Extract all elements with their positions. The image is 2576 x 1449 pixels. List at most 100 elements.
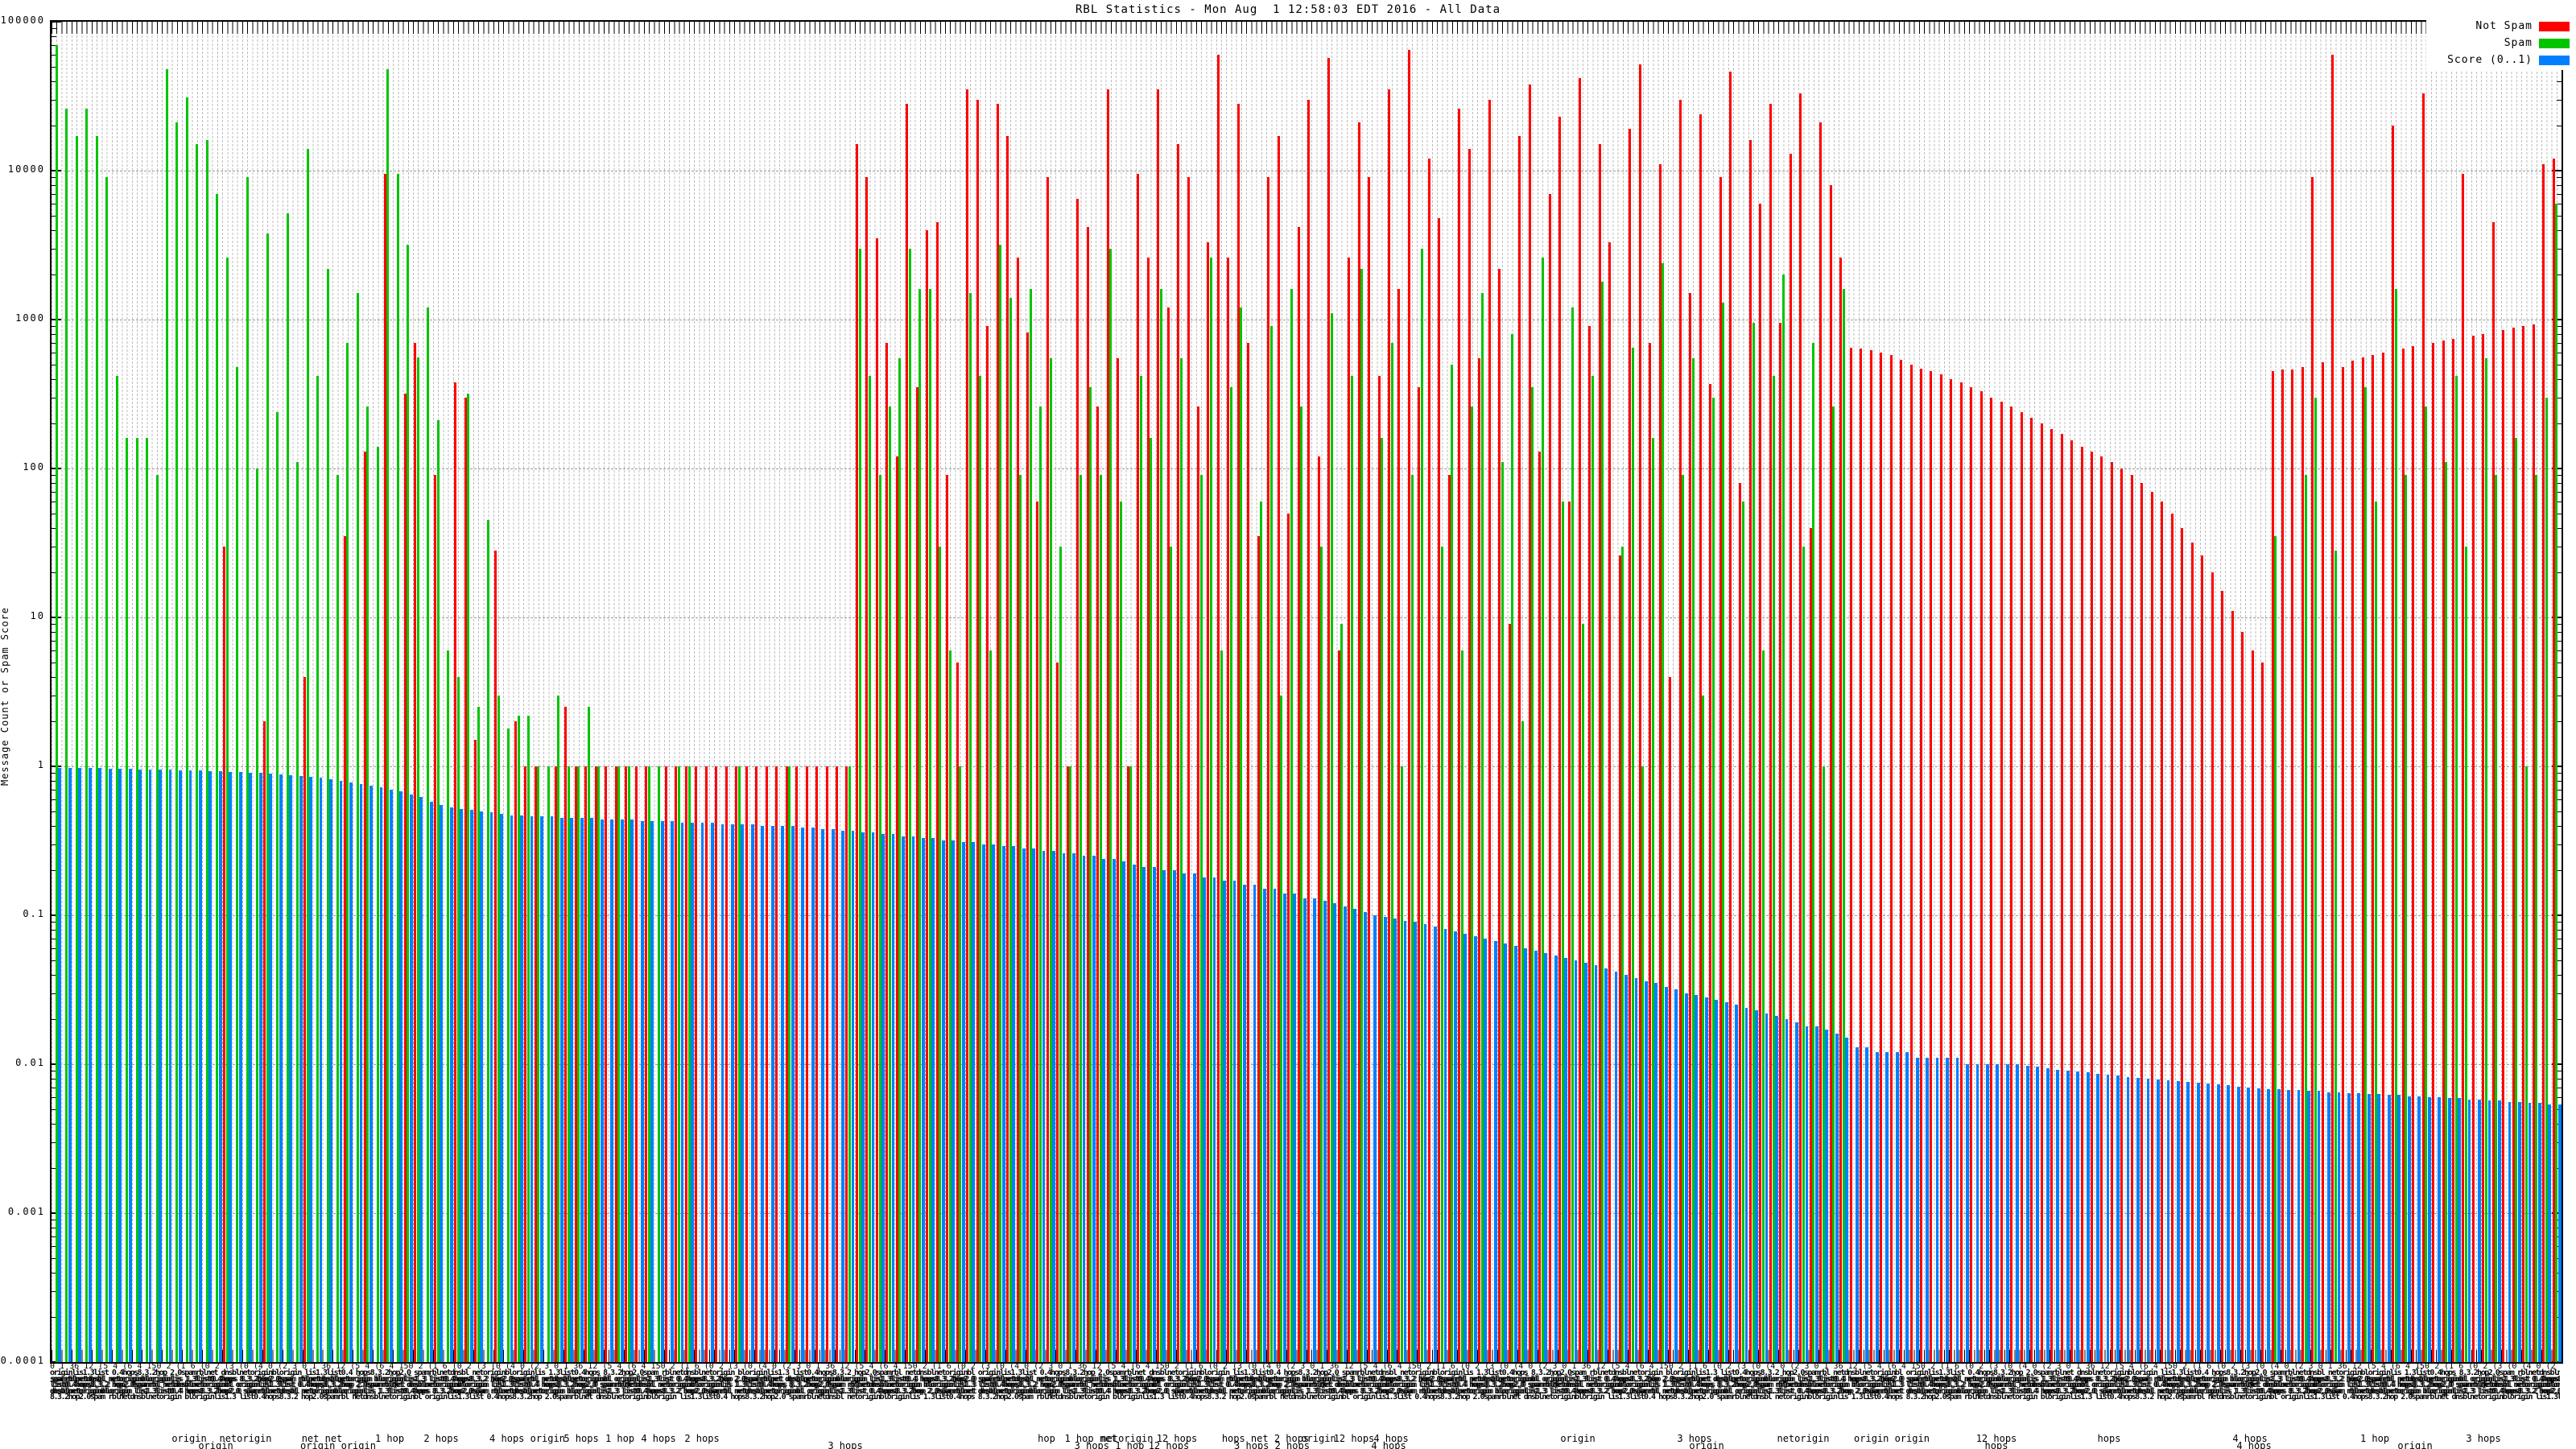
bar-not-spam: [2542, 164, 2545, 1362]
bar-spam: [146, 438, 149, 1362]
bar-spam: [979, 375, 982, 1362]
bar-score: [1644, 981, 1648, 1362]
bar-score: [1122, 861, 1126, 1362]
bar-not-spam: [1166, 308, 1170, 1362]
bar-score: [1996, 1064, 2000, 1362]
bar-score: [2327, 1092, 2330, 1362]
bar-score: [1022, 848, 1026, 1362]
bar-spam: [547, 766, 550, 1362]
bar-score: [1835, 1034, 1839, 1362]
bar-not-spam: [1427, 159, 1430, 1362]
bar-score: [1363, 912, 1367, 1362]
y-minor-tick: [2557, 799, 2562, 801]
x-label-row-garbled-overlay: dnsblnetoriginblorigin lis1.3list0.4 hop…: [52, 1386, 2560, 1396]
bar-spam: [1511, 333, 1514, 1362]
bar-spam: [919, 289, 922, 1362]
bar-not-spam: [1900, 359, 1903, 1362]
bar-not-spam: [1880, 353, 1883, 1362]
bar-score: [2267, 1089, 2271, 1362]
bar-not-spam: [724, 766, 728, 1362]
bar-score: [2337, 1092, 2341, 1362]
bar-spam: [878, 475, 881, 1362]
y-minor-tick: [52, 44, 56, 46]
bar-not-spam: [1317, 456, 1320, 1362]
bar-not-spam: [1117, 358, 1120, 1362]
x-tick-label: 1 hop: [2359, 1433, 2390, 1444]
bar-spam: [286, 213, 289, 1362]
y-minor-tick: [2557, 789, 2562, 791]
bar-not-spam: [464, 397, 467, 1362]
y-minor-tick: [2557, 929, 2562, 931]
y-minor-tick: [2557, 1019, 2562, 1021]
bar-score: [1744, 1007, 1748, 1362]
bar-spam: [1210, 258, 1213, 1362]
bar-score: [1975, 1064, 1979, 1362]
bar-spam: [196, 144, 199, 1362]
bar-not-spam: [695, 766, 698, 1362]
bar-score: [339, 780, 343, 1362]
y-minor-tick: [2557, 527, 2562, 529]
y-minor-tick: [52, 1246, 56, 1248]
bar-not-spam: [1438, 217, 1441, 1362]
bar-not-spam: [1849, 347, 1852, 1362]
x-tick-label: 3 hops 1 hop: [1074, 1440, 1145, 1449]
y-minor-tick: [52, 960, 56, 961]
y-minor-tick: [52, 35, 56, 37]
bar-not-spam: [2231, 611, 2234, 1362]
y-minor-tick: [2557, 844, 2562, 845]
bar-spam: [1290, 289, 1293, 1362]
bar-score: [1313, 898, 1317, 1362]
bar-score: [279, 774, 283, 1362]
bar-score: [750, 824, 754, 1362]
bar-not-spam: [1016, 258, 1019, 1362]
bar-score: [2025, 1065, 2029, 1362]
bar-not-spam: [1368, 177, 1371, 1362]
bar-score: [1724, 1002, 1728, 1362]
y-minor-tick: [2557, 248, 2562, 250]
bar-not-spam: [2120, 469, 2124, 1362]
x-tick-label: 12 hops: [1148, 1440, 1190, 1449]
bar-not-spam: [1066, 766, 1069, 1362]
bar-score: [1192, 873, 1196, 1362]
bar-spam: [1460, 650, 1463, 1362]
bar-not-spam: [1658, 164, 1662, 1362]
bar-score: [1203, 877, 1206, 1362]
bar-spam: [216, 193, 219, 1362]
y-tick-label: 1000: [15, 312, 45, 324]
bar-score: [1072, 853, 1075, 1362]
bar-not-spam: [795, 766, 799, 1362]
bar-score: [821, 828, 825, 1362]
legend-label: Not Spam: [2475, 20, 2533, 32]
bar-spam: [2394, 289, 2397, 1362]
bar-spam: [2425, 407, 2428, 1362]
bar-score: [590, 818, 594, 1362]
bar-score: [891, 834, 895, 1362]
bar-not-spam: [1337, 650, 1340, 1362]
bar-score: [610, 819, 614, 1362]
y-minor-tick: [52, 491, 56, 493]
x-tick-label: hops: [2097, 1433, 2121, 1444]
bar-spam: [55, 44, 58, 1362]
y-minor-tick: [2557, 378, 2562, 380]
bar-score: [1032, 848, 1035, 1362]
bar-spam: [246, 177, 249, 1362]
y-minor-tick: [52, 811, 56, 812]
bar-spam: [236, 366, 239, 1362]
bar-score: [2116, 1075, 2120, 1362]
bar-score: [2438, 1097, 2442, 1362]
bar-spam: [1781, 275, 1785, 1362]
x-tick-label: 3 hops: [2466, 1433, 2501, 1444]
bar-not-spam: [1939, 374, 1942, 1362]
bar-spam: [898, 358, 902, 1362]
bar-not-spam: [2241, 631, 2244, 1362]
bar-spam: [205, 140, 208, 1362]
bar-not-spam: [1528, 84, 1531, 1362]
bar-not-spam: [1990, 397, 1993, 1362]
bar-score: [801, 827, 805, 1362]
bar-score: [399, 791, 403, 1362]
bar-score: [871, 832, 875, 1362]
bar-not-spam: [2281, 369, 2284, 1362]
bar-not-spam: [2361, 357, 2364, 1362]
bar-not-spam: [303, 676, 306, 1362]
bar-not-spam: [554, 766, 557, 1362]
